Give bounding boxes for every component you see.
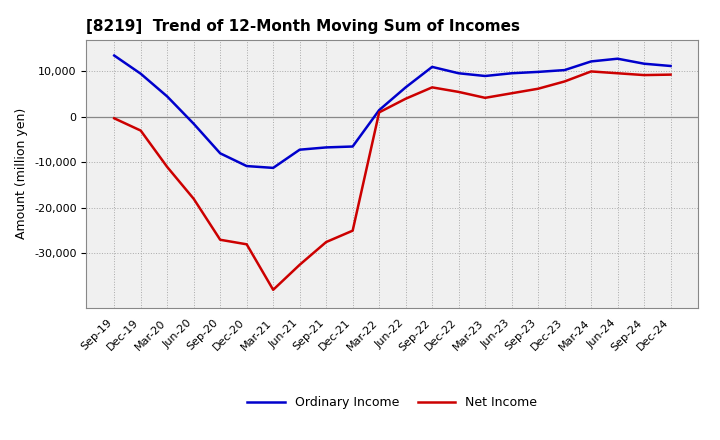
Ordinary Income [481, 73, 490, 79]
Net Income [401, 96, 410, 101]
Net Income [269, 287, 277, 293]
Ordinary Income [613, 56, 622, 61]
Net Income [295, 262, 304, 268]
Line: Net Income: Net Income [114, 71, 670, 290]
Net Income [454, 89, 463, 95]
Ordinary Income [295, 147, 304, 152]
Ordinary Income [587, 59, 595, 64]
Ordinary Income [401, 85, 410, 90]
Net Income [163, 164, 171, 169]
Net Income [560, 79, 569, 84]
Y-axis label: Amount (million yen): Amount (million yen) [16, 108, 29, 239]
Ordinary Income [375, 107, 384, 113]
Net Income [640, 73, 649, 78]
Net Income [428, 85, 436, 90]
Ordinary Income [454, 71, 463, 76]
Net Income [481, 95, 490, 100]
Ordinary Income [348, 144, 357, 149]
Ordinary Income [216, 150, 225, 156]
Net Income [666, 72, 675, 77]
Net Income [189, 196, 198, 202]
Net Income [243, 242, 251, 247]
Net Income [216, 237, 225, 242]
Net Income [587, 69, 595, 74]
Text: [8219]  Trend of 12-Month Moving Sum of Incomes: [8219] Trend of 12-Month Moving Sum of I… [86, 19, 521, 34]
Net Income [322, 239, 330, 245]
Ordinary Income [428, 64, 436, 70]
Net Income [508, 91, 516, 96]
Legend: Ordinary Income, Net Income: Ordinary Income, Net Income [243, 392, 542, 414]
Ordinary Income [163, 94, 171, 99]
Ordinary Income [269, 165, 277, 171]
Ordinary Income [243, 163, 251, 169]
Line: Ordinary Income: Ordinary Income [114, 55, 670, 168]
Net Income [375, 110, 384, 115]
Net Income [613, 71, 622, 76]
Ordinary Income [666, 63, 675, 69]
Net Income [136, 128, 145, 133]
Ordinary Income [189, 121, 198, 126]
Ordinary Income [136, 71, 145, 77]
Ordinary Income [110, 53, 119, 58]
Net Income [110, 116, 119, 121]
Ordinary Income [534, 69, 542, 74]
Ordinary Income [508, 71, 516, 76]
Net Income [534, 86, 542, 92]
Ordinary Income [640, 61, 649, 66]
Net Income [348, 228, 357, 233]
Ordinary Income [322, 145, 330, 150]
Ordinary Income [560, 67, 569, 73]
